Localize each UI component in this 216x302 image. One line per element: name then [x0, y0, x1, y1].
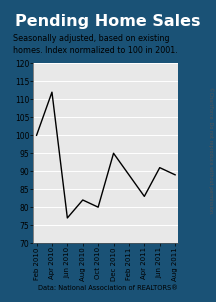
- Text: ©ChartForce  Do not reproduce without permission.: ©ChartForce Do not reproduce without per…: [208, 87, 213, 215]
- Text: Data: National Association of REALTORS®: Data: National Association of REALTORS®: [38, 285, 178, 291]
- Text: Seasonally adjusted, based on existing
homes. Index normalized to 100 in 2001.: Seasonally adjusted, based on existing h…: [13, 34, 178, 55]
- Text: Pending Home Sales: Pending Home Sales: [15, 14, 201, 29]
